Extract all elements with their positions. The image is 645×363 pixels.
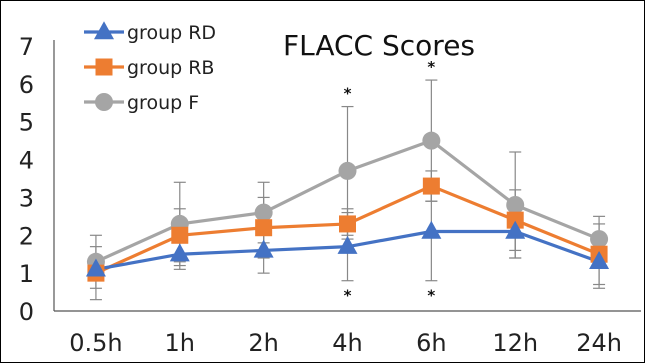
x-tick-label: 24h: [576, 329, 622, 357]
y-tick-label: 2: [19, 222, 34, 250]
data-point: [589, 250, 610, 269]
y-tick-label: 0: [19, 298, 34, 326]
chart-title: FLACC Scores: [283, 29, 475, 62]
y-tick-label: 5: [19, 109, 34, 137]
data-point: [505, 220, 526, 239]
legend-label: group F: [127, 92, 199, 114]
data-point: [254, 203, 273, 222]
x-tick-label: 6h: [416, 329, 446, 357]
axes: 0 1 2 3 4 5 6 7 0.5h 1h 2h 4h 6h 12h 24h: [19, 33, 641, 357]
legend-marker: [94, 21, 114, 40]
x-tick-label: 2h: [248, 329, 278, 357]
data-point: [171, 226, 189, 244]
legend-marker: [95, 58, 113, 76]
y-tick-label: 1: [19, 260, 34, 288]
legend: group RD group RB group F: [84, 21, 216, 114]
data-point: [255, 219, 273, 237]
significance-star: *: [344, 287, 352, 305]
x-tick-label: 4h: [332, 329, 362, 357]
data-point: [506, 196, 525, 214]
data-point: [422, 177, 440, 195]
x-tick-label: 1h: [165, 329, 195, 357]
legend-item: group F: [84, 92, 199, 114]
data-point: [338, 161, 357, 180]
data-point: [590, 230, 609, 249]
data-point: [169, 243, 190, 262]
significance-star: *: [427, 287, 435, 305]
data-point: [339, 215, 356, 233]
x-tick-label: 12h: [492, 329, 538, 357]
x-tick-label: 0.5h: [69, 329, 122, 357]
significance-star: *: [344, 85, 352, 103]
significance-star: *: [427, 58, 435, 76]
legend-marker: [95, 93, 113, 111]
data-point: [421, 220, 442, 239]
legend-item: group RB: [84, 57, 214, 79]
legend-label: group RB: [127, 57, 214, 79]
legend-label: group RD: [127, 22, 216, 44]
legend-item: group RD: [84, 21, 216, 44]
data-point: [85, 258, 106, 277]
data-point: [253, 239, 274, 258]
y-tick-label: 3: [19, 184, 34, 212]
data-point: [337, 235, 358, 254]
data-point: [506, 211, 524, 229]
y-tick-label: 4: [19, 147, 34, 175]
y-tick-label: 7: [19, 33, 34, 61]
series-markers: [85, 131, 610, 282]
data-point: [422, 131, 441, 150]
y-tick-label: 6: [19, 71, 34, 99]
significance-annotations: * * * *: [344, 58, 436, 305]
